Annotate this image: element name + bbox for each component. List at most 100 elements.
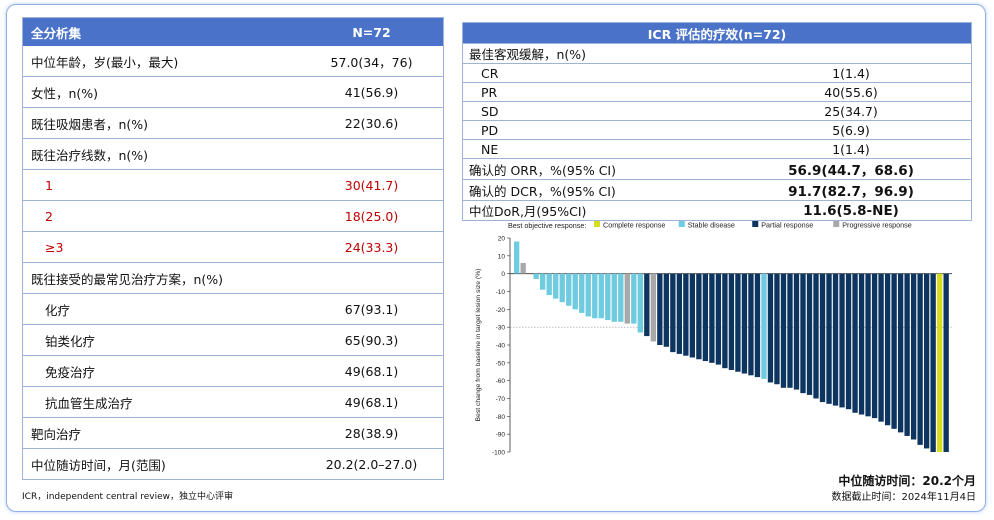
bar xyxy=(566,273,572,306)
bar xyxy=(592,273,598,319)
bar xyxy=(800,273,806,394)
y-tick-label: -10 xyxy=(496,289,506,296)
row-label: 确认的 DCR，%(95% CI) xyxy=(462,179,731,201)
row-value: 57.0(34，76) xyxy=(300,46,444,77)
bar xyxy=(852,273,858,413)
bar xyxy=(709,273,715,363)
row-value: 1(1.4) xyxy=(731,63,972,83)
bar xyxy=(637,273,643,333)
legend-swatch xyxy=(752,221,759,227)
bar xyxy=(533,273,539,280)
row-value: 24(33.3) xyxy=(300,231,444,263)
table-row: ≥3 24(33.3) xyxy=(22,231,444,263)
row-label: 最佳客观缓解，n(%) xyxy=(462,43,731,64)
legend-label: Progressive response xyxy=(842,221,912,230)
bar xyxy=(943,273,949,452)
row-label: 2 xyxy=(22,200,300,232)
table-row: 抗血管生成治疗 49(68.1) xyxy=(22,386,444,418)
row-value: 5(6.9) xyxy=(731,120,972,140)
legend-label: Complete response xyxy=(603,221,665,230)
y-tick-label: -40 xyxy=(496,343,506,350)
table-row: 中位随访时间，月(范围) 20.2(2.0–27.0) xyxy=(22,448,444,480)
row-label: 既往吸烟患者，n(%) xyxy=(22,107,300,139)
table-row: 既往接受的最常见治疗方案，n(%) xyxy=(22,262,444,294)
row-value xyxy=(731,43,972,64)
bar xyxy=(631,273,637,324)
row-label: 既往接受的最常见治疗方案，n(%) xyxy=(22,262,300,294)
bar xyxy=(826,273,832,404)
bar xyxy=(871,273,878,419)
row-label: PD xyxy=(462,120,731,140)
bar xyxy=(897,273,904,433)
row-label: CR xyxy=(462,63,731,83)
footnote: ICR，independent central review，独立中心评审 xyxy=(22,492,234,502)
row-label: 免疫治疗 xyxy=(22,355,300,387)
row-label: 抗血管生成治疗 xyxy=(22,386,300,418)
row-label: 既往治疗线数，n(%) xyxy=(22,138,300,170)
baseline-table: 全分析集 N=72 中位年龄，岁(最小，最大) 57.0(34，76) 女性，n(%… xyxy=(22,17,444,480)
row-value: 18(25.0) xyxy=(300,200,444,232)
bar xyxy=(605,273,611,321)
row-label: 女性，n(%) xyxy=(22,76,300,108)
y-tick-label: -100 xyxy=(492,450,505,457)
y-axis-label: Best change from baseline in target lesi… xyxy=(475,268,482,421)
table-row: 既往治疗线数，n(%) xyxy=(22,138,444,170)
bar xyxy=(904,273,910,436)
table-row: 2 18(25.0) xyxy=(22,200,444,232)
y-tick-label: 10 xyxy=(498,253,506,260)
bar xyxy=(559,273,565,303)
bar xyxy=(793,273,800,390)
bar xyxy=(774,273,780,385)
row-label: ≥3 xyxy=(22,231,300,263)
legend-label: Partial response xyxy=(761,221,813,230)
bar xyxy=(696,273,702,360)
y-tick-label: -30 xyxy=(496,325,506,332)
row-value: 20.2(2.0–27.0) xyxy=(300,448,444,480)
bar xyxy=(572,273,578,310)
table-row: 靶向治疗 28(38.9) xyxy=(22,417,444,449)
bar xyxy=(553,273,559,299)
row-label: 靶向治疗 xyxy=(22,417,300,449)
bar xyxy=(780,273,787,388)
cutoff-note: 数据截止时间：2024年11月4日 xyxy=(831,492,976,503)
baseline-table-header: 全分析集 N=72 xyxy=(22,17,444,46)
table-row: NE 1(1.4) xyxy=(462,139,972,159)
row-label: 中位随访时间，月(范围) xyxy=(22,448,300,480)
bar xyxy=(670,273,676,353)
bar xyxy=(910,273,917,440)
row-label: 中位年龄，岁(最小，最大) xyxy=(22,46,300,77)
y-tick-label: -20 xyxy=(496,307,506,314)
row-label: 化疗 xyxy=(22,293,300,325)
y-tick-label: -60 xyxy=(496,378,506,385)
y-tick-label: 20 xyxy=(498,236,506,243)
table-row: 确认的 DCR，%(95% CI) 91.7(82.7，96.9) xyxy=(462,179,972,201)
row-value: 91.7(82.7，96.9) xyxy=(731,179,972,201)
table-row: 免疫治疗 49(68.1) xyxy=(22,355,444,387)
table-row: 中位年龄，岁(最小，最大) 57.0(34，76) xyxy=(22,46,444,77)
table-row: 最佳客观缓解，n(%) xyxy=(462,43,972,64)
table-row: SD 25(34.7) xyxy=(462,101,972,121)
bar xyxy=(624,273,630,324)
bar xyxy=(858,273,865,415)
table-row: 女性，n(%) 41(56.9) xyxy=(22,76,444,108)
row-value xyxy=(300,138,444,170)
bar xyxy=(832,273,839,406)
slide-frame xyxy=(6,4,986,512)
row-value: 56.9(44.7，68.6) xyxy=(731,158,972,180)
table-row: 1 30(41.7) xyxy=(22,169,444,201)
row-label: NE xyxy=(462,139,731,159)
bar xyxy=(540,273,546,290)
row-value: 41(56.9) xyxy=(300,76,444,108)
y-tick-label: 0 xyxy=(501,271,505,278)
bar xyxy=(728,273,735,370)
legend-swatch xyxy=(833,221,840,227)
followup-note: 中位随访时间：20.2个月 xyxy=(838,474,976,488)
bar xyxy=(650,273,656,342)
row-label: 中位DoR,月(95%CI) xyxy=(462,200,731,221)
bar xyxy=(683,273,689,356)
table-row: 确认的 ORR，%(95% CI) 56.9(44.7，68.6) xyxy=(462,158,972,180)
bar xyxy=(579,273,585,313)
bar xyxy=(813,273,819,399)
table-row: 铂类化疗 65(90.3) xyxy=(22,324,444,356)
bar xyxy=(618,273,624,322)
